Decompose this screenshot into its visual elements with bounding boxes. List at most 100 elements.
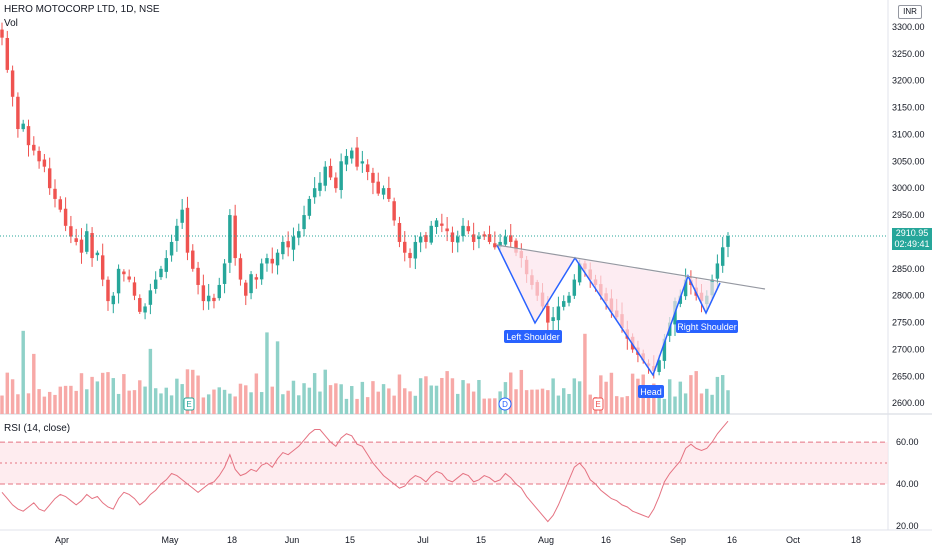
- volume-bar: [127, 390, 131, 414]
- candle: [291, 236, 296, 250]
- volume-bar: [286, 390, 290, 414]
- volume-bar: [111, 378, 116, 414]
- candle: [514, 240, 518, 253]
- volume-bar: [630, 373, 635, 414]
- price-tick-label: 2700.00: [892, 344, 925, 354]
- volume-bar: [683, 393, 688, 414]
- volume-bar: [694, 371, 698, 414]
- candle: [206, 295, 211, 302]
- candle: [169, 241, 174, 256]
- candle: [32, 144, 36, 151]
- rsi-tick-label: 40.00: [896, 479, 919, 489]
- volume-bar: [159, 393, 163, 414]
- volume-bar: [122, 374, 126, 414]
- candle: [228, 215, 232, 263]
- candle: [662, 338, 667, 361]
- candle: [440, 223, 444, 226]
- volume-bar: [715, 376, 720, 414]
- volume-bar: [138, 380, 142, 414]
- volume-bar: [461, 380, 465, 414]
- pattern-label-box: [504, 330, 562, 343]
- candle: [715, 263, 720, 279]
- volume-bar: [434, 385, 439, 414]
- candle: [10, 70, 15, 97]
- candle: [334, 177, 338, 189]
- volume-bar: [42, 396, 47, 414]
- candle: [111, 295, 116, 305]
- volume-bar: [116, 393, 121, 414]
- volume-bar: [652, 383, 656, 414]
- volume-bar: [577, 381, 582, 414]
- event-marker-shape: [498, 397, 512, 411]
- candle: [403, 241, 407, 253]
- event-marker: D: [498, 397, 512, 411]
- candle: [85, 231, 89, 252]
- volume-bar: [307, 387, 312, 414]
- pattern-label: Right Shoulder: [676, 320, 738, 333]
- pattern-label-text: Left Shoulder: [506, 332, 560, 342]
- candle: [418, 236, 423, 243]
- volume-bar: [673, 396, 677, 414]
- volume-bar: [79, 373, 84, 414]
- volume-bar: [169, 395, 174, 414]
- price-tick-label: 3250.00: [892, 49, 925, 59]
- volume-bar: [270, 386, 274, 414]
- candle: [434, 220, 439, 227]
- price-tick-label: 3200.00: [892, 76, 925, 86]
- candle: [657, 360, 661, 372]
- volume-bar: [482, 398, 486, 414]
- candle: [100, 255, 105, 280]
- volume-bar: [328, 385, 333, 414]
- candle: [339, 161, 343, 191]
- candle: [392, 201, 396, 221]
- candle: [159, 268, 163, 278]
- volume-bar: [614, 396, 619, 414]
- volume-bar: [191, 369, 195, 414]
- candle: [376, 181, 380, 194]
- volume-bar: [646, 395, 651, 414]
- volume-bar: [424, 376, 428, 414]
- time-tick-label: 15: [345, 535, 355, 545]
- volume-bar: [334, 383, 338, 414]
- candle: [148, 290, 153, 305]
- volume-bar: [254, 373, 259, 414]
- volume-bar: [10, 379, 15, 414]
- volume-bar: [418, 378, 423, 414]
- candle: [344, 155, 349, 165]
- volume-bar: [217, 387, 221, 414]
- rsi-legend: RSI (14, close): [4, 423, 71, 434]
- price-tick-label: 2950.00: [892, 210, 925, 220]
- candle: [90, 233, 94, 259]
- bar-countdown: 02:49:41: [894, 239, 930, 249]
- volume-bar: [720, 375, 725, 414]
- last-price-tag: 2910.95 02:49:41: [892, 228, 932, 250]
- candle: [302, 215, 306, 230]
- candle: [456, 236, 460, 243]
- candle: [493, 243, 497, 248]
- candle: [397, 223, 402, 242]
- volume-bar: [599, 375, 603, 414]
- currency-badge[interactable]: INR: [898, 5, 922, 19]
- volume-bar: [26, 393, 31, 414]
- candle: [387, 188, 391, 199]
- neckline: [496, 244, 766, 290]
- volume-bar: [456, 393, 460, 414]
- volume-bar: [408, 391, 412, 414]
- volume-bar: [530, 389, 534, 414]
- volume-bar: [678, 381, 683, 414]
- candle: [450, 232, 455, 242]
- volume-bar: [567, 393, 571, 414]
- volume-bar: [403, 388, 407, 414]
- candle: [21, 123, 25, 130]
- candle: [572, 279, 577, 296]
- volume-bar: [302, 383, 306, 414]
- volume-label: Vol: [4, 18, 18, 29]
- candle: [424, 235, 428, 242]
- volume-bar: [514, 389, 518, 414]
- volume-bar: [259, 392, 264, 414]
- candle: [498, 241, 502, 247]
- volume-bar: [16, 394, 20, 414]
- volume-bar: [546, 390, 550, 414]
- candle: [551, 317, 555, 321]
